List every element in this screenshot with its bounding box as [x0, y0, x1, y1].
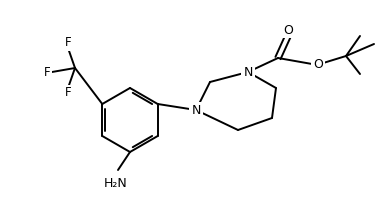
Text: O: O: [313, 58, 323, 71]
Text: F: F: [65, 86, 71, 99]
Text: N: N: [243, 66, 253, 78]
Text: O: O: [283, 23, 293, 36]
Text: N: N: [191, 104, 201, 116]
Text: F: F: [65, 36, 71, 49]
Text: F: F: [44, 66, 50, 78]
Text: H₂N: H₂N: [104, 177, 128, 190]
